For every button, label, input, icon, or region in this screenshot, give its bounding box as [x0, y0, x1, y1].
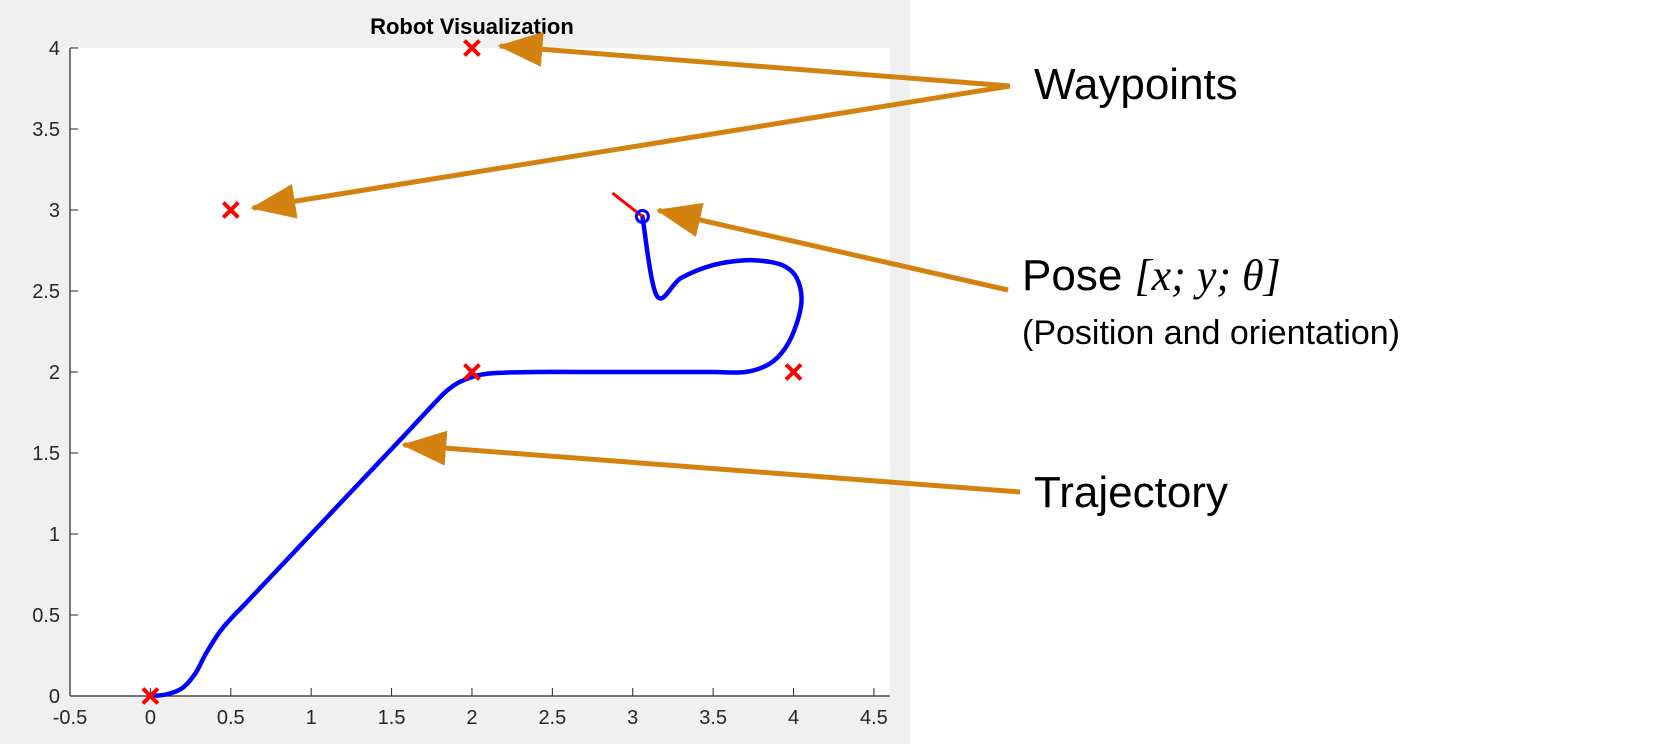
annotation-pose-math: [x; y; θ]	[1134, 251, 1281, 300]
y-tick-label: 3.5	[32, 119, 60, 141]
plot-area	[70, 48, 890, 696]
y-tick-label: 3	[49, 200, 60, 222]
waypoint-marker	[784, 363, 803, 381]
annotation-arrows	[250, 31, 1021, 495]
pose-arrow	[655, 202, 1009, 293]
x-tick-label: 0	[145, 707, 156, 729]
waypoint-marker	[221, 201, 240, 219]
x-tick-label: 1	[306, 707, 317, 729]
annotation-waypoints-label: Waypoints	[1034, 60, 1238, 109]
waypoints-layer	[141, 39, 803, 705]
y-tick-label: 4	[49, 38, 60, 60]
y-tick-label: 0.5	[32, 605, 60, 627]
y-tick-label: 0	[49, 686, 60, 708]
y-tick-label: 2	[49, 362, 60, 384]
waypoint-x-stroke	[141, 687, 160, 705]
pose-marker	[634, 208, 650, 224]
annotation-pose-label: Pose	[1022, 251, 1123, 300]
chart-title: Robot Visualization	[370, 14, 574, 39]
waypoints-arrow	[497, 31, 1011, 89]
waypoint-marker	[463, 363, 481, 381]
annotation-pose-sublabel: (Position and orientation)	[1022, 314, 1401, 352]
y-tick-label: 2.5	[32, 281, 60, 303]
y-tick-label: 1	[49, 524, 60, 546]
waypoint-marker	[463, 39, 481, 57]
x-tick-label: 2	[466, 707, 477, 729]
annotation-pose: Pose [x; y; θ]	[1022, 250, 1281, 301]
annotation-trajectory-label: Trajectory	[1034, 468, 1228, 517]
pose-layer	[611, 191, 650, 224]
trajectory-arrow	[401, 430, 1021, 495]
waypoints-arrow	[250, 83, 1011, 219]
x-tick-label: 3	[627, 707, 638, 729]
y-tick-label: 1.5	[32, 443, 60, 465]
x-tick-label: 3.5	[699, 707, 727, 729]
waypoint-x-stroke	[463, 363, 481, 381]
waypoint-x-stroke	[221, 201, 240, 219]
x-tick-label: 4.5	[860, 707, 888, 729]
x-tick-label: 1.5	[378, 707, 406, 729]
x-tick-label: 4	[788, 707, 799, 729]
trajectory-line	[148, 214, 804, 699]
trajectory-layer	[148, 214, 804, 699]
x-tick-label: -0.5	[53, 707, 87, 729]
waypoint-marker	[141, 687, 160, 705]
axes: -0.5 0 0.5 1 1.5 2 2.5 3 3.5 4 4.500.511.522.533.5…	[32, 38, 890, 729]
waypoint-x-stroke	[463, 39, 481, 57]
x-tick-label: 0.5	[217, 707, 245, 729]
x-tick-label: 2.5	[538, 707, 566, 729]
waypoint-x-stroke	[784, 363, 803, 381]
